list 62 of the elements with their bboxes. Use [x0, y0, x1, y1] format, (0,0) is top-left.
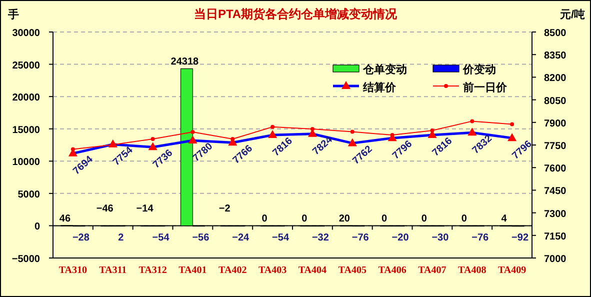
- y-tick-label: 25000: [12, 60, 40, 72]
- y-tick-label: 30000: [12, 28, 40, 39]
- data-label: −2: [218, 204, 231, 215]
- data-label: 20: [338, 214, 350, 225]
- legend-label: 仓单变动: [362, 63, 407, 76]
- y2-tick-label: 7000: [544, 254, 567, 265]
- y2-axis-title: 元/吨: [558, 8, 585, 21]
- y2-tick-label: 7450: [544, 186, 567, 198]
- y2-tick-label: 8200: [544, 73, 567, 84]
- data-label: −56: [192, 232, 210, 244]
- data-label: −28: [72, 232, 90, 244]
- y2-tick-label: 7750: [544, 141, 567, 152]
- data-label: −76: [352, 232, 370, 244]
- y2-tick-label: 8350: [544, 50, 567, 62]
- data-label: −30: [432, 232, 450, 244]
- data-label: 24318: [170, 56, 200, 68]
- y-tick-label: 20000: [12, 92, 40, 104]
- chart-title: 当日PTA期货各合约仓单增减变动情况: [194, 7, 398, 21]
- y-tick-label: 5000: [18, 189, 40, 200]
- data-label: −24: [232, 232, 250, 244]
- y-tick-label: 0: [34, 222, 40, 233]
- legend-label: 前一日价: [462, 81, 508, 94]
- data-label: −46: [96, 204, 114, 215]
- data-label: −76: [472, 232, 490, 244]
- y2-tick-label: 8500: [544, 28, 567, 39]
- y2-tick-label: 8050: [544, 96, 567, 107]
- y-tick-label: 10000: [12, 157, 40, 168]
- data-label: 46: [59, 213, 71, 224]
- data-label: 2: [118, 232, 124, 244]
- legend-label: 结算价: [362, 81, 397, 94]
- y-axis-title: 手: [7, 8, 19, 21]
- y-tick-label: 15000: [12, 124, 40, 136]
- data-label: −32: [312, 232, 330, 244]
- x-tick-label: TA406: [378, 265, 406, 276]
- x-tick-label: TA408: [458, 265, 486, 276]
- data-label: −92: [512, 232, 529, 244]
- data-label: 4: [501, 214, 508, 225]
- x-tick-label: TA312: [138, 265, 167, 276]
- x-tick-label: TA409: [498, 265, 526, 276]
- data-label: 0: [382, 214, 388, 225]
- x-tick-label: TA311: [99, 265, 127, 276]
- y2-tick-label: 7600: [544, 164, 567, 175]
- x-tick-label: TA405: [338, 265, 366, 276]
- x-tick-label: TA403: [258, 265, 287, 276]
- x-tick-label: TA407: [418, 265, 446, 276]
- y2-tick-label: 7900: [544, 118, 567, 130]
- x-tick-label: TA402: [218, 265, 247, 276]
- data-label: −54: [152, 232, 170, 244]
- x-tick-label: TA401: [178, 265, 207, 276]
- y-tick-label: −5000: [12, 254, 40, 265]
- data-label: 0: [421, 214, 428, 225]
- legend-label: 价变动: [462, 63, 496, 76]
- x-tick-label: TA310: [58, 265, 88, 276]
- data-label: −14: [136, 204, 154, 215]
- data-label: 0: [461, 214, 468, 225]
- data-label: 0: [262, 214, 268, 225]
- x-tick-label: TA404: [298, 265, 327, 276]
- y2-tick-label: 7300: [544, 208, 567, 220]
- data-label: −54: [272, 232, 290, 244]
- data-label: −20: [392, 232, 410, 244]
- data-label: 0: [302, 214, 308, 225]
- y2-tick-label: 7150: [544, 231, 567, 242]
